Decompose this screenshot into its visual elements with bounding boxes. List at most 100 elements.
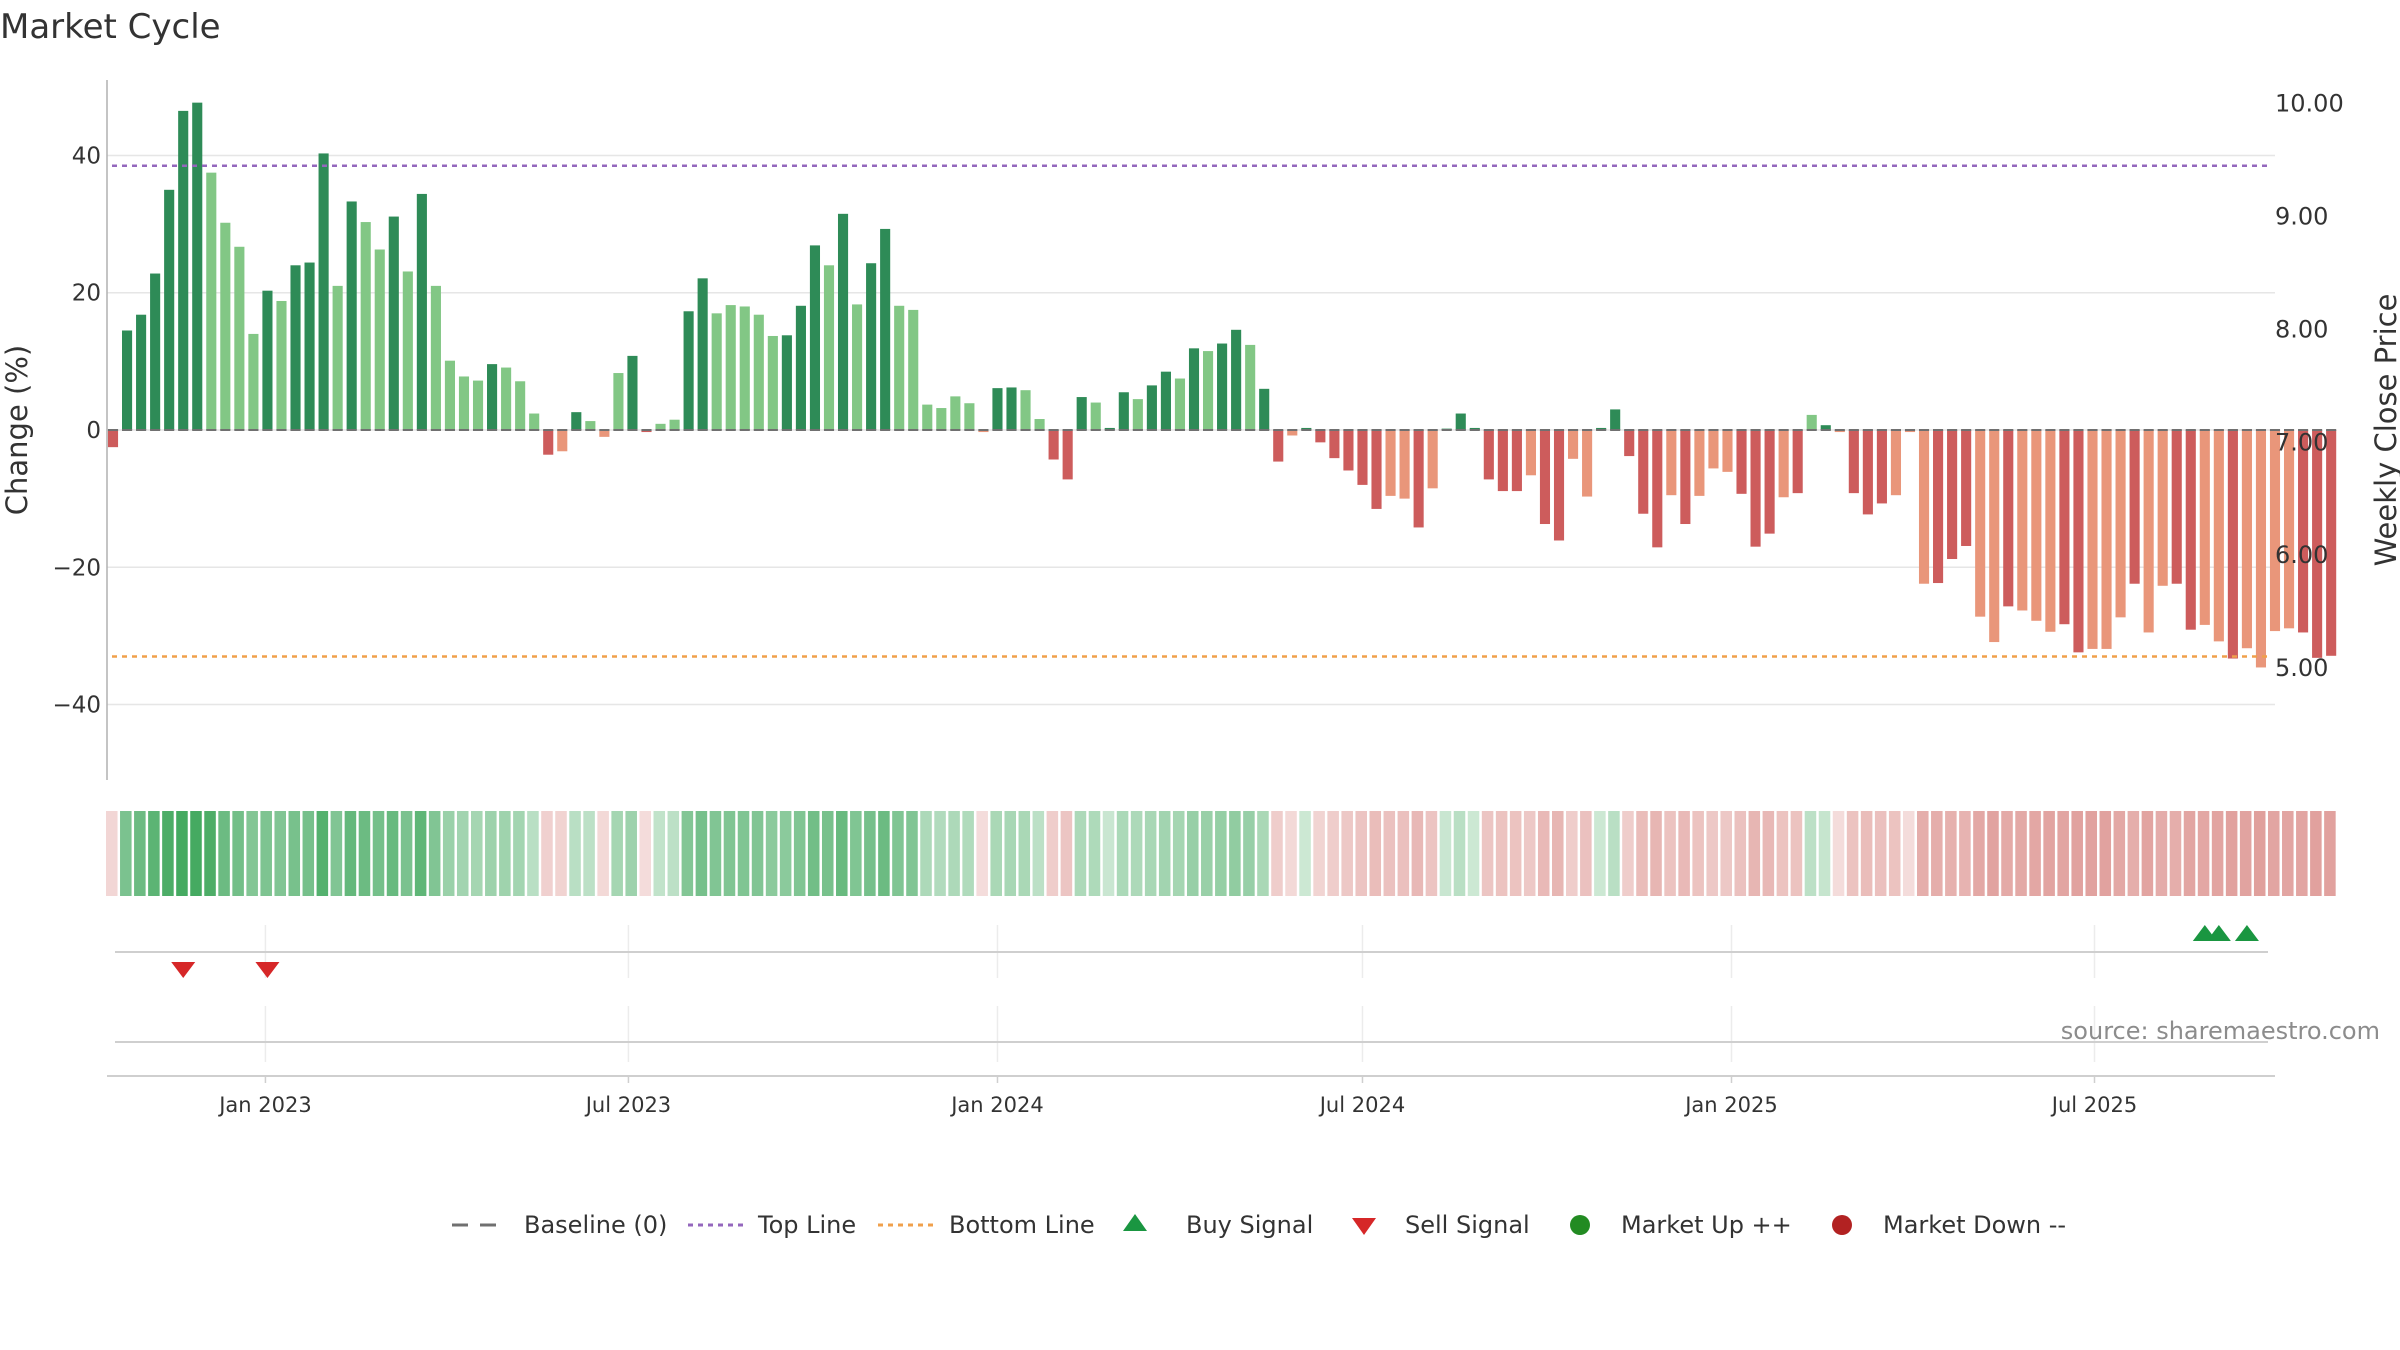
heat-cell <box>1313 811 1325 896</box>
heat-cell <box>625 811 637 896</box>
bar <box>1862 430 1873 515</box>
heat-cell <box>569 811 581 896</box>
bar <box>725 305 736 430</box>
bar <box>515 381 526 430</box>
bar <box>711 313 722 430</box>
y2-axis-ticks: 10.00 9.00 8.00 7.00 6.00 5.00 <box>2275 90 2344 683</box>
bar <box>683 311 694 430</box>
bar <box>1188 348 1200 430</box>
x-tick-label: Jan 2025 <box>1683 1093 1778 1117</box>
legend-market-up: Market Up ++ <box>1570 1211 1792 1239</box>
bar <box>1961 430 1972 546</box>
heat-cell <box>1257 811 1269 896</box>
bar <box>1806 414 1817 430</box>
bar <box>2199 430 2210 625</box>
bar <box>318 153 329 430</box>
y2-tick-label: 6.00 <box>2275 541 2328 569</box>
bar <box>346 201 357 430</box>
heat-cell <box>1341 811 1353 896</box>
bar <box>655 423 666 430</box>
heat-cell <box>358 811 371 896</box>
bar <box>2017 430 2028 611</box>
heat-cell <box>1074 811 1087 896</box>
heat-cell <box>386 811 399 896</box>
heat-cell <box>2001 811 2013 896</box>
heat-cell <box>1299 811 1311 896</box>
legend-top-line: Top Line <box>688 1211 856 1239</box>
heat-cell <box>2296 811 2308 896</box>
bar <box>613 373 624 430</box>
heat-cell <box>1032 811 1045 896</box>
y2-tick-label: 10.00 <box>2275 90 2344 118</box>
buy-triangle-icon <box>1123 1214 1147 1231</box>
bar <box>1778 430 1789 498</box>
heat-cell <box>934 811 946 896</box>
legend-bottom-line-label: Bottom Line <box>949 1211 1095 1239</box>
bar <box>2298 430 2309 633</box>
bar <box>1231 329 1242 430</box>
bar <box>164 189 175 430</box>
x-tick-label: Jan 2024 <box>949 1093 1044 1117</box>
heat-cell <box>948 811 960 896</box>
heat-cell <box>2169 811 2182 896</box>
heat-cell <box>611 811 623 896</box>
heat-cell <box>878 811 890 896</box>
legend-bottom-line: Bottom Line <box>878 1211 1095 1239</box>
heat-cell <box>1018 811 1031 896</box>
heat-cell <box>555 811 567 896</box>
heat-cell <box>1215 811 1227 896</box>
legend-sell-signal-label: Sell Signal <box>1405 1211 1530 1239</box>
bar <box>1357 430 1368 485</box>
heat-cell <box>906 811 918 896</box>
bar <box>1876 430 1887 504</box>
heat-cell <box>1383 811 1396 896</box>
heat-cell <box>1369 811 1382 896</box>
bar <box>2241 430 2252 649</box>
heat-cell <box>1088 811 1101 896</box>
y-axis-ticks: 40 20 0 −20 −40 <box>52 143 101 718</box>
heat-cell <box>709 811 722 896</box>
heat-cell <box>148 811 160 896</box>
heat-cell <box>1523 811 1536 896</box>
heat-cell <box>471 811 483 896</box>
buy-signal-marker <box>2206 925 2231 941</box>
heat-cell <box>2113 811 2126 896</box>
bar <box>1511 430 1522 492</box>
bar <box>1638 430 1649 514</box>
legend: Baseline (0) Top Line Bottom Line Buy Si… <box>452 1211 2066 1239</box>
heat-cell <box>1734 811 1747 896</box>
legend-buy-signal-label: Buy Signal <box>1186 1211 1313 1239</box>
heat-cell <box>400 811 413 896</box>
bar <box>220 222 231 430</box>
heat-cell <box>134 811 146 896</box>
bar <box>2073 430 2084 653</box>
heat-cell <box>1186 811 1199 896</box>
bar <box>290 265 301 430</box>
heat-cell <box>344 811 357 896</box>
heat-cell <box>1720 811 1733 896</box>
heat-cell <box>330 811 343 896</box>
heat-cell <box>2197 811 2210 896</box>
heat-cell <box>1537 811 1550 896</box>
y-tick-label: −20 <box>52 555 101 581</box>
heat-cell <box>1973 811 1985 896</box>
heat-cell <box>1945 811 1957 896</box>
bar <box>1076 397 1087 430</box>
bar <box>192 102 203 430</box>
heat-cell <box>105 811 118 896</box>
heat-cell <box>1060 811 1073 896</box>
heat-cell <box>204 811 216 896</box>
heat-cell <box>864 811 876 896</box>
bar <box>234 246 245 430</box>
heat-cell <box>1762 811 1775 896</box>
heat-cell <box>2141 811 2154 896</box>
bar <box>1160 371 1171 430</box>
buy-signal-marker <box>2234 925 2259 941</box>
heat-cell <box>1411 811 1424 896</box>
bar <box>1455 413 1466 430</box>
bar <box>1975 430 1986 617</box>
heat-cell <box>2267 811 2280 896</box>
bar <box>1582 430 1593 497</box>
y2-tick-label: 5.00 <box>2275 654 2328 682</box>
